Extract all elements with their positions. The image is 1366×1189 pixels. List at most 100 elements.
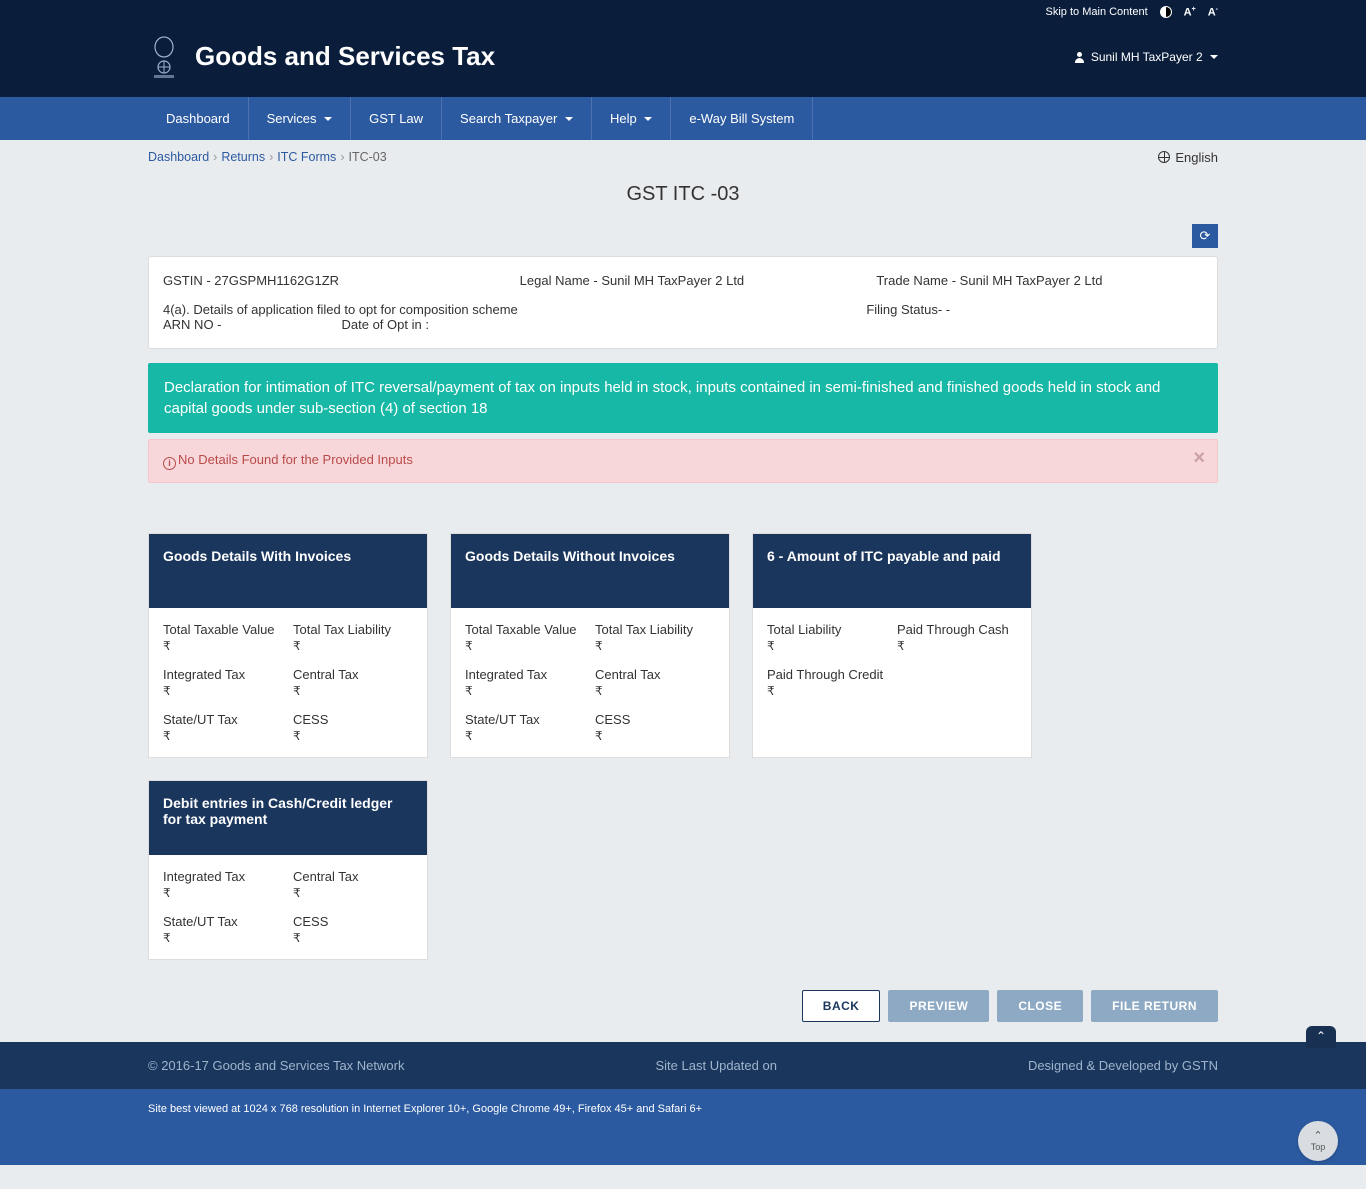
page-title: GST ITC -03 <box>148 183 1218 206</box>
legal-name-value: Sunil MH TaxPayer 2 Ltd <box>601 273 744 288</box>
copyright-text: © 2016-17 Goods and Services Tax Network <box>148 1058 404 1073</box>
preview-button[interactable]: PREVIEW <box>888 990 989 1022</box>
language-selector[interactable]: English <box>1158 150 1218 165</box>
close-icon[interactable]: × <box>1193 448 1205 468</box>
skip-link[interactable]: Skip to Main Content <box>1046 6 1148 18</box>
summary-card[interactable]: Goods Details With Invoices Total Taxable… <box>148 533 428 758</box>
metric-label: State/UT Tax <box>465 712 585 727</box>
summary-card[interactable]: Goods Details Without Invoices Total Taxa… <box>450 533 730 758</box>
metric-value: ₹ <box>163 684 283 698</box>
metric-label: Total Tax Liability <box>595 622 715 637</box>
footer: Site best viewed at 1024 x 768 resolutio… <box>0 1089 1366 1165</box>
metric-value: ₹ <box>293 684 413 698</box>
metric-value: ₹ <box>163 639 283 653</box>
metric-label: Paid Through Cash <box>897 622 1017 637</box>
file-return-button[interactable]: FILE RETURN <box>1091 990 1218 1022</box>
card-title: Debit entries in Cash/Credit ledger for … <box>149 781 427 855</box>
breadcrumb-link[interactable]: Dashboard <box>148 150 209 164</box>
user-icon <box>1075 52 1085 62</box>
metric-value: ₹ <box>163 931 283 945</box>
font-increase-button[interactable]: A+ <box>1184 6 1196 19</box>
globe-icon <box>1158 151 1170 163</box>
accessibility-bar: Skip to Main Content A+ A- <box>0 0 1366 25</box>
nav-e-way-bill-system[interactable]: e-Way Bill System <box>671 97 812 140</box>
metric-label: State/UT Tax <box>163 914 283 929</box>
metric-value: ₹ <box>465 729 585 743</box>
metric-value: ₹ <box>293 886 413 900</box>
metric-value: ₹ <box>293 931 413 945</box>
metric-value: ₹ <box>897 639 1017 653</box>
gstin-value: 27GSPMH1162G1ZR <box>214 273 339 288</box>
metric-label: Total Taxable Value <box>163 622 283 637</box>
metric-label: CESS <box>293 914 413 929</box>
metric-label: Total Taxable Value <box>465 622 585 637</box>
gstin-label: GSTIN - <box>163 273 214 288</box>
metric-label: Central Tax <box>595 667 715 682</box>
metric-label: Integrated Tax <box>163 667 283 682</box>
taxpayer-info-panel: GSTIN - 27GSPMH1162G1ZR Legal Name - Sun… <box>148 256 1218 349</box>
updated-text: Site Last Updated on <box>656 1058 777 1073</box>
scroll-up-hint[interactable]: ⌃ <box>1306 1026 1336 1048</box>
emblem-icon <box>148 35 180 79</box>
error-alert: iNo Details Found for the Provided Input… <box>148 439 1218 483</box>
action-buttons: BACK PREVIEW CLOSE FILE RETURN <box>148 990 1218 1022</box>
arn-label: ARN NO - <box>163 317 222 332</box>
metric-label: Integrated Tax <box>465 667 585 682</box>
site-header: Goods and Services Tax Sunil MH TaxPayer… <box>0 25 1366 97</box>
metric-value: ₹ <box>595 639 715 653</box>
breadcrumb-link[interactable]: Returns <box>221 150 265 164</box>
designed-text: Designed & Developed by GSTN <box>1028 1058 1218 1073</box>
footer-text: Site best viewed at 1024 x 768 resolutio… <box>133 1103 1233 1115</box>
breadcrumb-link[interactable]: ITC Forms <box>277 150 336 164</box>
nav-dashboard[interactable]: Dashboard <box>148 97 248 140</box>
metric-label: CESS <box>595 712 715 727</box>
metric-label: State/UT Tax <box>163 712 283 727</box>
metric-label: Total Liability <box>767 622 887 637</box>
chevron-down-icon <box>324 117 332 121</box>
metric-value: ₹ <box>465 684 585 698</box>
breadcrumb-current: ITC-03 <box>348 150 386 164</box>
metric-value: ₹ <box>595 729 715 743</box>
summary-card[interactable]: Debit entries in Cash/Credit ledger for … <box>148 780 428 960</box>
metric-value: ₹ <box>293 729 413 743</box>
back-button[interactable]: BACK <box>802 990 881 1022</box>
refresh-button[interactable]: ⟳ <box>1192 224 1218 248</box>
metric-label: Total Tax Liability <box>293 622 413 637</box>
metric-value: ₹ <box>163 886 283 900</box>
metric-value: ₹ <box>293 639 413 653</box>
metric-label: CESS <box>293 712 413 727</box>
optin-label: Date of Opt in : <box>342 317 429 332</box>
metric-label: Integrated Tax <box>163 869 283 884</box>
nav-search-taxpayer[interactable]: Search Taxpayer <box>442 97 591 140</box>
metric-value: ₹ <box>465 639 585 653</box>
trade-name-label: Trade Name - <box>876 273 959 288</box>
close-button[interactable]: CLOSE <box>997 990 1083 1022</box>
cards-grid: Goods Details With Invoices Total Taxable… <box>148 533 1218 960</box>
breadcrumb: Dashboard›Returns›ITC Forms›ITC-03 <box>148 150 387 164</box>
filing-status: Filing Status- - <box>866 302 1203 332</box>
nav-services[interactable]: Services <box>249 97 350 140</box>
card-title: Goods Details With Invoices <box>149 534 427 608</box>
trade-name-value: Sunil MH TaxPayer 2 Ltd <box>960 273 1103 288</box>
info-icon: i <box>163 457 176 470</box>
metric-label: Central Tax <box>293 869 413 884</box>
sub-footer: ⌃ © 2016-17 Goods and Services Tax Netwo… <box>0 1042 1366 1089</box>
metric-value: ₹ <box>163 729 283 743</box>
summary-card[interactable]: 6 - Amount of ITC payable and paid Total … <box>752 533 1032 758</box>
metric-value: ₹ <box>767 684 887 698</box>
user-menu[interactable]: Sunil MH TaxPayer 2 <box>1075 50 1218 64</box>
card-title: Goods Details Without Invoices <box>451 534 729 608</box>
scroll-top-button[interactable]: ⌃ Top <box>1298 1121 1338 1161</box>
metric-value: ₹ <box>767 639 887 653</box>
declaration-banner: Declaration for intimation of ITC revers… <box>148 363 1218 433</box>
nav-gst-law[interactable]: GST Law <box>351 97 441 140</box>
font-decrease-button[interactable]: A- <box>1208 6 1218 19</box>
contrast-icon[interactable] <box>1160 6 1172 18</box>
metric-label: Central Tax <box>293 667 413 682</box>
nav-help[interactable]: Help <box>592 97 670 140</box>
metric-label: Paid Through Credit <box>767 667 887 682</box>
detail-4a-text: 4(a). Details of application filed to op… <box>163 302 836 317</box>
card-title: 6 - Amount of ITC payable and paid <box>753 534 1031 608</box>
chevron-up-icon: ⌃ <box>1313 1131 1322 1142</box>
chevron-down-icon <box>565 117 573 121</box>
